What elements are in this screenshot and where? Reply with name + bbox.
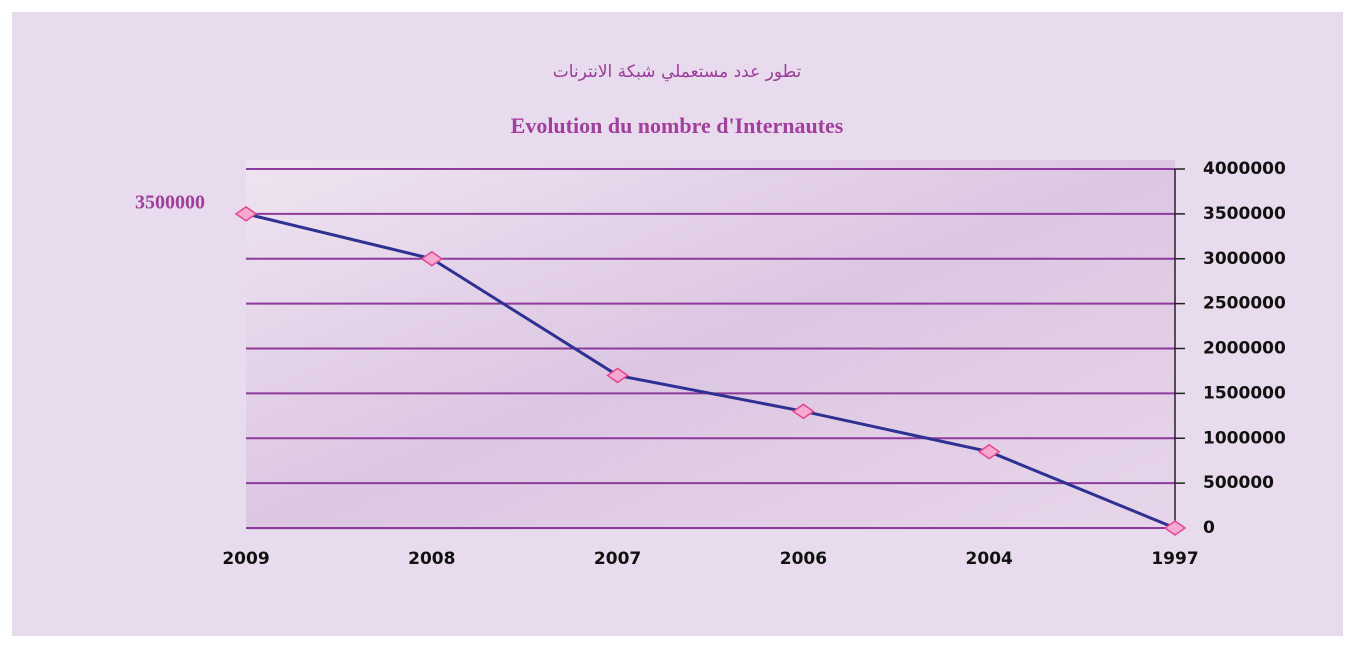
- x-tick-label: 2004: [966, 549, 1013, 569]
- x-tick-label: 2009: [222, 549, 269, 569]
- line: [245, 212, 1176, 530]
- x-tick-label: 2008: [408, 549, 455, 569]
- y-tick-label: 3000000: [1203, 249, 1286, 269]
- x-tick-label: 2006: [780, 549, 827, 569]
- x-tick-label: 2007: [594, 549, 641, 569]
- y-tick-label: 4000000: [1203, 159, 1286, 179]
- marker: [1163, 520, 1187, 536]
- marker: [792, 403, 815, 420]
- y-tick-label: 2000000: [1203, 339, 1286, 359]
- marker: [234, 205, 258, 222]
- marker: [977, 443, 1001, 460]
- chart-title: تطور عدد مستعملي شبكة الانترنات: [553, 62, 802, 82]
- x-tick-label: 1997: [1151, 549, 1198, 569]
- y-tick-label: 1500000: [1203, 383, 1286, 403]
- marker: [606, 367, 629, 384]
- y-tick-label: 0: [1203, 518, 1215, 538]
- y-tick-label: 2500000: [1203, 294, 1286, 314]
- plot: 0 500000 1000000 1500000 2000000 2500000 30000…: [222, 159, 1286, 569]
- y-tick-label: 1000000: [1203, 428, 1286, 448]
- marker: [420, 250, 444, 267]
- y-tick-label: 500000: [1203, 473, 1274, 493]
- chart-subtitle: Evolution du nombre d'Internautes: [511, 113, 844, 138]
- data-label: 3500000: [135, 192, 205, 214]
- plot-background: [246, 160, 1175, 530]
- y-tick-label: 3500000: [1203, 204, 1286, 224]
